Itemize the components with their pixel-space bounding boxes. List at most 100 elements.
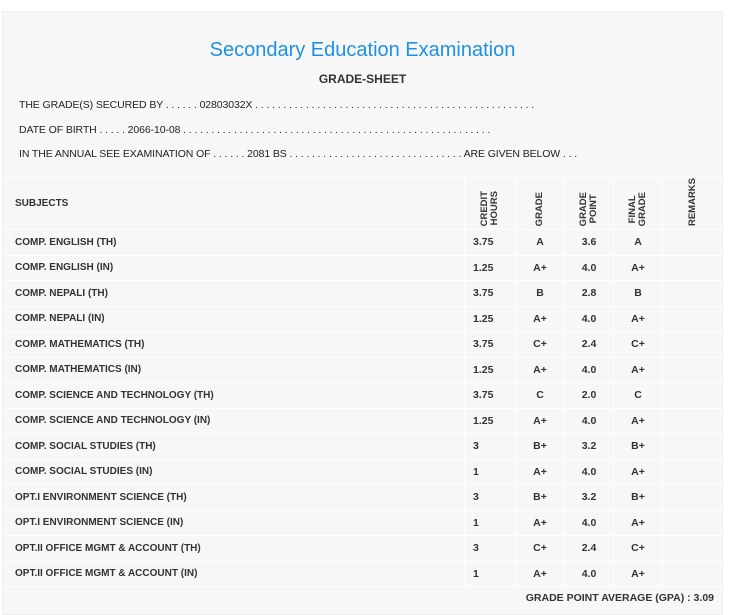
grade-point-cell: 4.0 (564, 509, 614, 537)
final-grade-cell: A+ (613, 254, 663, 282)
grade-cell: C (515, 382, 565, 409)
credit-hours-cell: 3 (464, 484, 516, 511)
grade-point-cell: 3.2 (564, 484, 614, 511)
credit-hours-cell: 1.25 (464, 305, 516, 333)
final-grade-cell: B+ (613, 484, 663, 511)
remarks-cell (662, 331, 723, 358)
grade-cell: A+ (515, 305, 565, 333)
subject-cell: COMP. MATHEMATICS (IN) (3, 356, 465, 384)
remarks-cell (662, 229, 723, 256)
grade-point-cell: 4.0 (564, 458, 614, 486)
subject-cell: COMP. ENGLISH (TH) (3, 229, 465, 256)
grade-sheet-panel: Secondary Education Examination GRADE-SH… (2, 11, 723, 615)
subject-cell: COMP. SOCIAL STUDIES (IN) (3, 458, 465, 486)
final-grade-cell: B (613, 280, 663, 307)
secured-by-line: THE GRADE(S) SECURED BY . . . . . . 0280… (19, 99, 535, 111)
grade-point-cell: 2.8 (564, 280, 614, 307)
grade-point-cell: 4.0 (564, 305, 614, 333)
final-grade-cell: A+ (613, 458, 663, 486)
remarks-cell (662, 280, 723, 307)
table-row: OPT.I ENVIRONMENT SCIENCE (TH) 3 B+ 3.2 B+ (3, 484, 723, 511)
table-row: OPT.II OFFICE MGMT & ACCOUNT (IN) 1 A+ 4.0 A… (3, 560, 723, 588)
table-row: OPT.II OFFICE MGMT & ACCOUNT (TH) 3 C+ 2.4 C… (3, 535, 723, 562)
exam-title: Secondary Education Examination (209, 39, 516, 61)
remarks-cell (662, 433, 723, 460)
grade-cell: A+ (515, 458, 565, 486)
subject-cell: OPT.II OFFICE MGMT & ACCOUNT (TH) (3, 535, 465, 562)
header-grade: GRADE (534, 191, 545, 227)
final-grade-cell: A+ (613, 305, 663, 333)
grade-cell: A+ (515, 560, 565, 588)
final-grade-cell: A+ (613, 560, 663, 588)
grade-sheet-heading: GRADE-SHEET (318, 72, 407, 86)
remarks-cell (662, 305, 723, 333)
final-grade-cell: C+ (613, 331, 663, 358)
credit-hours-cell: 1.25 (464, 407, 516, 435)
subject-cell: COMP. MATHEMATICS (TH) (3, 331, 465, 358)
table-row: COMP. MATHEMATICS (TH) 3.75 C+ 2.4 C+ (3, 331, 723, 358)
final-grade-cell: C+ (613, 535, 663, 562)
remarks-cell (662, 382, 723, 409)
subject-cell: COMP. NEPALI (TH) (3, 280, 465, 307)
credit-hours-cell: 3.75 (464, 229, 516, 256)
remarks-cell (662, 560, 723, 588)
subject-cell: OPT.I ENVIRONMENT SCIENCE (TH) (3, 484, 465, 511)
grade-point-cell: 4.0 (564, 560, 614, 588)
table-row: COMP. NEPALI (IN) 1.25 A+ 4.0 A+ (3, 305, 723, 333)
final-grade-cell: A+ (613, 407, 663, 435)
remarks-cell (662, 535, 723, 562)
remarks-cell (662, 458, 723, 486)
grade-cell: B+ (515, 433, 565, 460)
grade-point-cell: 2.0 (564, 382, 614, 409)
credit-hours-cell: 1.25 (464, 254, 516, 282)
dob-line: DATE OF BIRTH . . . . . 2066-10-08 . . .… (19, 124, 491, 136)
subject-cell: COMP. SOCIAL STUDIES (TH) (3, 433, 465, 460)
subject-cell: COMP. NEPALI (IN) (3, 305, 465, 333)
credit-hours-cell: 3.75 (464, 331, 516, 358)
final-grade-cell: A+ (613, 356, 663, 384)
grade-point-cell: 4.0 (564, 407, 614, 435)
final-grade-cell: A+ (613, 509, 663, 537)
credit-hours-cell: 3 (464, 433, 516, 460)
remarks-cell (662, 509, 723, 537)
header-remarks: REMARKS (687, 178, 698, 227)
final-grade-cell: A (613, 229, 663, 256)
table-row: OPT.I ENVIRONMENT SCIENCE (IN) 1 A+ 4.0 A+ (3, 509, 723, 537)
grade-point-cell: 3.6 (564, 229, 614, 256)
subject-cell: OPT.I ENVIRONMENT SCIENCE (IN) (3, 509, 465, 537)
table-row: COMP. NEPALI (TH) 3.75 B 2.8 B (3, 280, 723, 307)
table-row: COMP. SOCIAL STUDIES (IN) 1 A+ 4.0 A+ (3, 458, 723, 486)
grade-point-cell: 2.4 (564, 535, 614, 562)
header-credit-hours: CREDIT HOURS (479, 190, 500, 227)
credit-hours-cell: 1 (464, 560, 516, 588)
final-grade-cell: C (613, 382, 663, 409)
grade-cell: A (515, 229, 565, 256)
gpa-summary: GRADE POINT AVERAGE (GPA) : 3.09 (525, 592, 714, 604)
grade-cell: A+ (515, 254, 565, 282)
header-final-grade: FINAL GRADE (627, 191, 648, 227)
grade-cell: C+ (515, 535, 565, 562)
grades-table: SUBJECTS CREDIT HOURS GRADE GRADE POINT … (3, 176, 723, 588)
subject-cell: COMP. SCIENCE AND TECHNOLOGY (TH) (3, 382, 465, 409)
grade-cell: C+ (515, 331, 565, 358)
header-grade-point: GRADE POINT (578, 191, 599, 227)
table-header: SUBJECTS CREDIT HOURS GRADE GRADE POINT … (3, 176, 723, 231)
final-grade-cell: B+ (613, 433, 663, 460)
remarks-cell (662, 254, 723, 282)
exam-line: IN THE ANNUAL SEE EXAMINATION OF . . . .… (19, 148, 578, 160)
grade-point-cell: 4.0 (564, 356, 614, 384)
credit-hours-cell: 3.75 (464, 382, 516, 409)
grade-cell: B (515, 280, 565, 307)
table-row: COMP. SOCIAL STUDIES (TH) 3 B+ 3.2 B+ (3, 433, 723, 460)
credit-hours-cell: 3 (464, 535, 516, 562)
header-subjects: SUBJECTS (3, 176, 465, 231)
table-row: COMP. ENGLISH (IN) 1.25 A+ 4.0 A+ (3, 254, 723, 282)
remarks-cell (662, 356, 723, 384)
remarks-cell (662, 407, 723, 435)
credit-hours-cell: 3.75 (464, 280, 516, 307)
table-row: COMP. SCIENCE AND TECHNOLOGY (IN) 1.25 A+ 4… (3, 407, 723, 435)
credit-hours-cell: 1 (464, 458, 516, 486)
subject-cell: OPT.II OFFICE MGMT & ACCOUNT (IN) (3, 560, 465, 588)
grade-point-cell: 4.0 (564, 254, 614, 282)
grade-cell: A+ (515, 509, 565, 537)
